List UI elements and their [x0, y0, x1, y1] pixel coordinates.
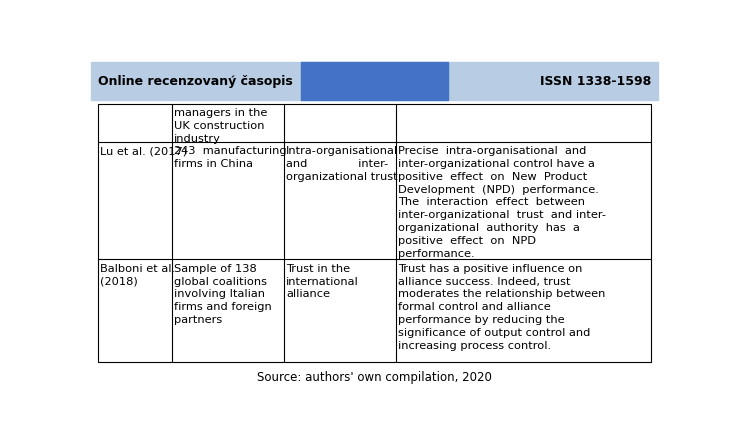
Bar: [91, 62, 658, 100]
Text: Trust in the
international
alliance: Trust in the international alliance: [287, 264, 359, 299]
Text: Lu et al. (2017): Lu et al. (2017): [100, 146, 188, 156]
Text: Intra-organisational
and              inter-
organizational trust: Intra-organisational and inter- organiza…: [287, 146, 398, 182]
Text: Trust has a positive influence on
alliance success. Indeed, trust
moderates the : Trust has a positive influence on allian…: [398, 264, 606, 351]
Text: Precise  intra-organisational  and
inter-organizational control have a
positive : Precise intra-organisational and inter-o…: [398, 146, 607, 259]
Text: Source: authors' own compilation, 2020: Source: authors' own compilation, 2020: [257, 371, 492, 384]
Bar: [301, 62, 448, 100]
Text: Balboni et al.
(2018): Balboni et al. (2018): [100, 264, 175, 287]
Bar: [98, 103, 651, 362]
Text: Sample of 138
global coalitions
involving Italian
firms and foreign
partners: Sample of 138 global coalitions involvin…: [174, 264, 272, 325]
Text: managers in the
UK construction
industry: managers in the UK construction industry: [174, 108, 268, 144]
Text: ISSN 1338-1598: ISSN 1338-1598: [540, 74, 651, 87]
Text: Online recenzovaný časopis: Online recenzovaný časopis: [98, 74, 293, 87]
Text: 243  manufacturing
firms in China: 243 manufacturing firms in China: [174, 146, 287, 169]
